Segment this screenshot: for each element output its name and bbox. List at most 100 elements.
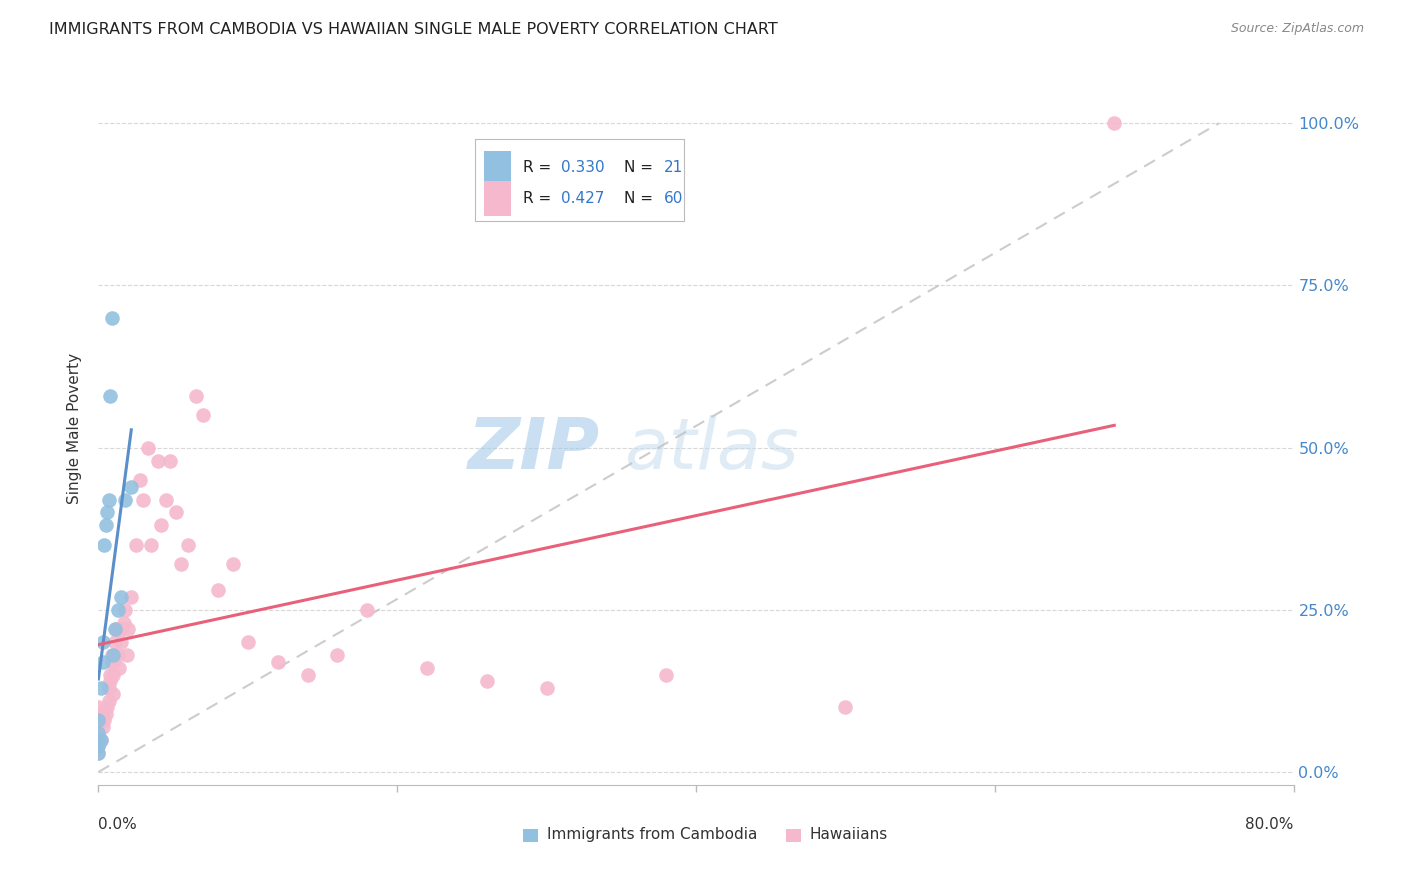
Bar: [485, 181, 510, 216]
Point: [97, 681, 120, 695]
Point: [87, 700, 110, 714]
Point: [416, 661, 439, 675]
Point: [91, 720, 114, 734]
Point: [267, 655, 290, 669]
Point: [98, 674, 122, 689]
Point: [148, 453, 170, 467]
Point: [207, 583, 229, 598]
Point: [97, 492, 120, 507]
Point: [159, 453, 181, 467]
Point: [101, 655, 124, 669]
Text: IMMIGRANTS FROM CAMBODIA VS HAWAIIAN SINGLE MALE POVERTY CORRELATION CHART: IMMIGRANTS FROM CAMBODIA VS HAWAIIAN SIN…: [49, 22, 778, 37]
Point: [834, 700, 856, 714]
Text: R =: R =: [523, 191, 555, 206]
Point: [87, 739, 110, 753]
Point: [87, 720, 110, 734]
Point: [105, 622, 128, 636]
Point: [103, 648, 125, 663]
Point: [96, 700, 118, 714]
Point: [177, 538, 200, 552]
Point: [125, 538, 148, 552]
Point: [297, 667, 319, 681]
Point: [114, 492, 136, 507]
Point: [120, 590, 142, 604]
Point: [90, 732, 112, 747]
Point: [98, 389, 122, 403]
Text: Source: ZipAtlas.com: Source: ZipAtlas.com: [1230, 22, 1364, 36]
Text: 0.0%: 0.0%: [98, 817, 138, 832]
Text: 60: 60: [664, 191, 683, 206]
Point: [93, 538, 115, 552]
Text: Hawaiians: Hawaiians: [810, 828, 887, 842]
Text: 0.330: 0.330: [561, 161, 605, 175]
Point: [104, 622, 127, 636]
Text: 80.0%: 80.0%: [1246, 817, 1294, 832]
Point: [169, 558, 191, 572]
Point: [356, 603, 378, 617]
Text: N =: N =: [624, 191, 658, 206]
Point: [117, 622, 139, 636]
Point: [108, 661, 131, 675]
Point: [120, 479, 142, 493]
Point: [93, 713, 115, 727]
Point: [87, 706, 110, 721]
Text: 0.427: 0.427: [561, 191, 605, 206]
Point: [91, 635, 114, 649]
Point: [222, 558, 245, 572]
Point: [87, 726, 110, 740]
Text: N =: N =: [624, 161, 658, 175]
Point: [90, 681, 112, 695]
Point: [87, 713, 110, 727]
Text: atlas: atlas: [624, 415, 799, 484]
Point: [98, 667, 122, 681]
Text: ZIP: ZIP: [468, 415, 600, 484]
Point: [94, 706, 117, 721]
FancyBboxPatch shape: [475, 139, 685, 221]
Point: [326, 648, 349, 663]
Point: [103, 655, 125, 669]
Bar: [523, 830, 537, 842]
Point: [110, 590, 132, 604]
Point: [115, 648, 138, 663]
Point: [1104, 116, 1126, 130]
Point: [150, 518, 173, 533]
Point: [96, 506, 118, 520]
Point: [110, 635, 132, 649]
Point: [132, 492, 155, 507]
Text: R =: R =: [523, 161, 555, 175]
Point: [184, 389, 207, 403]
Point: [655, 667, 678, 681]
Point: [136, 441, 159, 455]
Text: Immigrants from Cambodia: Immigrants from Cambodia: [547, 828, 756, 842]
Point: [139, 538, 162, 552]
Point: [101, 310, 124, 325]
Point: [191, 408, 214, 422]
Point: [87, 732, 110, 747]
Point: [114, 603, 136, 617]
Point: [536, 681, 558, 695]
Point: [475, 674, 498, 689]
Point: [87, 726, 110, 740]
Y-axis label: Single Male Poverty: Single Male Poverty: [67, 352, 83, 504]
Text: 21: 21: [664, 161, 683, 175]
Point: [87, 713, 110, 727]
Point: [101, 648, 124, 663]
Bar: [786, 830, 800, 842]
Bar: [485, 151, 510, 185]
Point: [155, 492, 177, 507]
Point: [103, 667, 125, 681]
Point: [87, 746, 110, 760]
Point: [87, 739, 110, 753]
Point: [236, 635, 259, 649]
Point: [87, 732, 110, 747]
Point: [129, 473, 152, 487]
Point: [91, 655, 114, 669]
Point: [104, 635, 127, 649]
Point: [87, 746, 110, 760]
Point: [112, 615, 135, 630]
Point: [90, 732, 112, 747]
Point: [107, 603, 129, 617]
Point: [103, 687, 125, 701]
Point: [107, 648, 129, 663]
Point: [165, 506, 187, 520]
